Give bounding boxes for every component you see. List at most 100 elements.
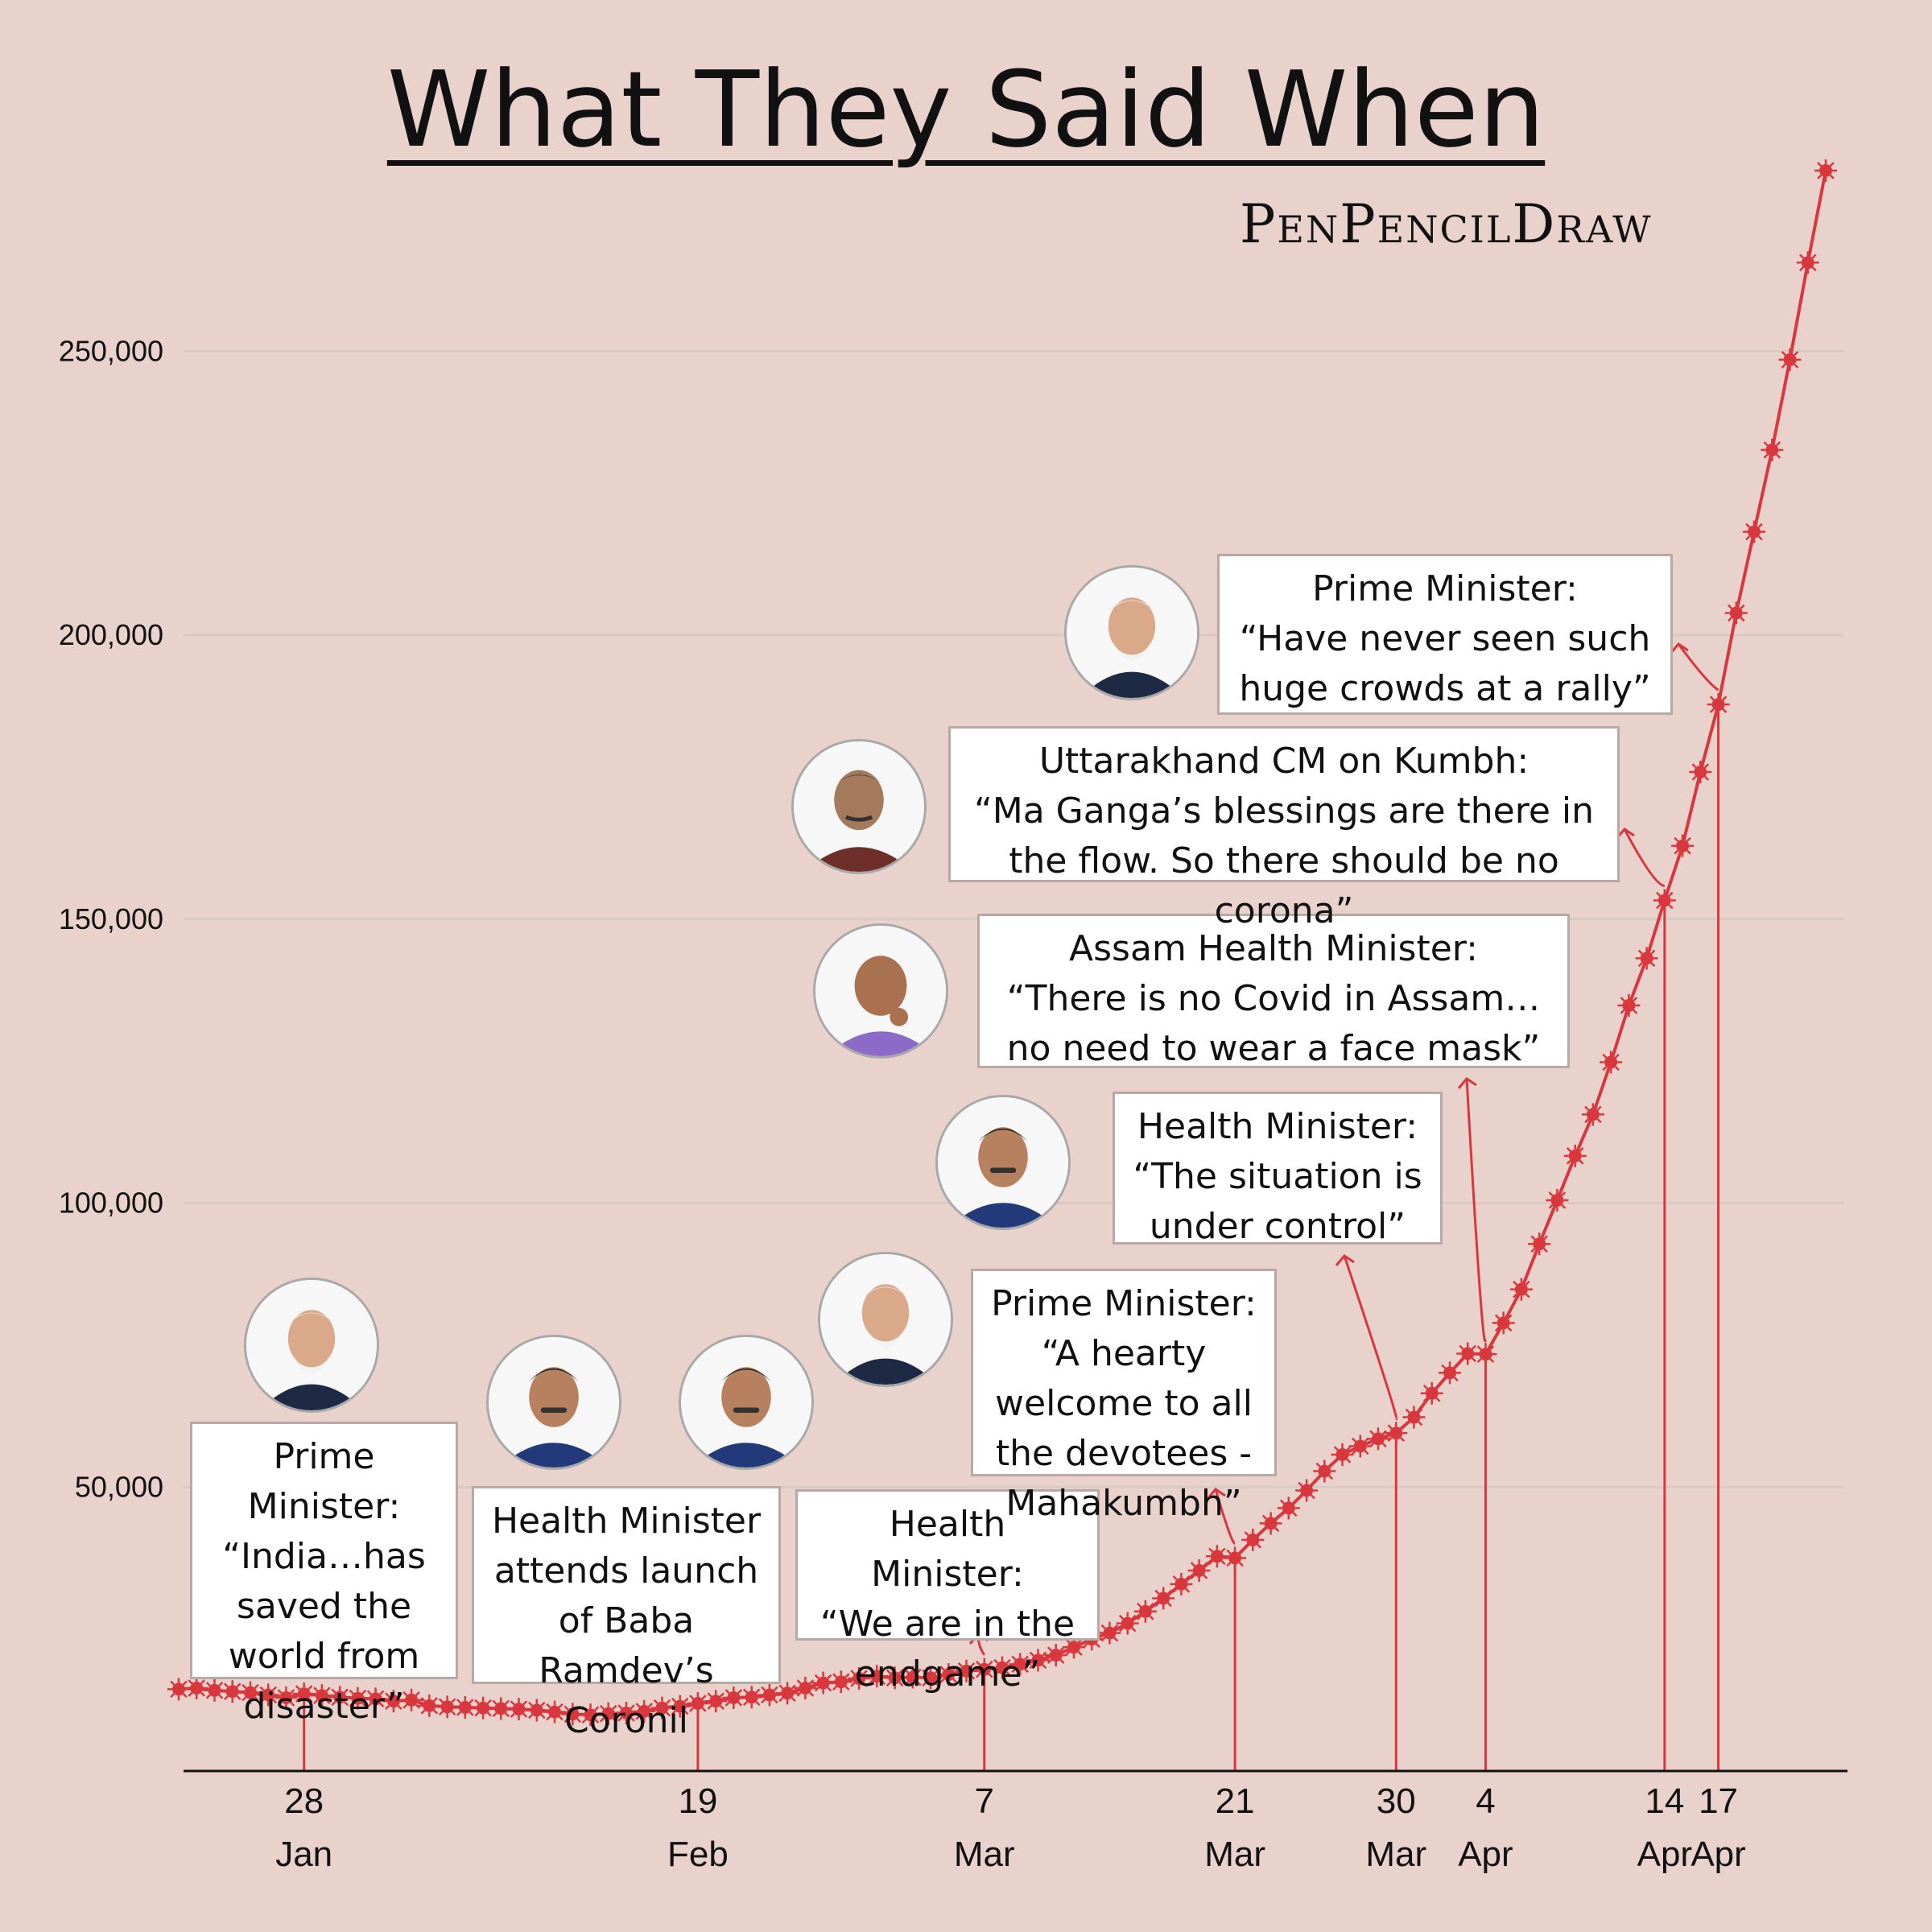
data-point [292, 1682, 316, 1706]
virus-marker-spike [1185, 1575, 1191, 1581]
quote-speaker: Assam Health Minister: [1069, 928, 1478, 969]
virus-marker-spike [546, 1703, 551, 1708]
virus-marker-spike [1530, 1248, 1536, 1253]
virus-marker-spike [922, 1682, 927, 1687]
virus-marker-spike [1637, 949, 1643, 955]
virus-marker-spike [1042, 1664, 1047, 1670]
x-tick-day: 21 [1216, 1781, 1255, 1821]
virus-marker-spike [397, 1692, 402, 1698]
virus-marker-spike [205, 1682, 211, 1687]
virus-marker-spike [796, 1679, 802, 1685]
data-point [1170, 1572, 1193, 1596]
virus-marker-body [1568, 1149, 1582, 1162]
virus-marker-spike [361, 1689, 367, 1695]
virus-marker-spike [182, 1680, 188, 1686]
virus-marker-spike [1190, 1562, 1195, 1567]
virus-marker-spike [420, 1697, 426, 1703]
virus-marker-spike [581, 1706, 587, 1711]
virus-marker-spike [469, 1711, 474, 1716]
virus-marker-spike [277, 1689, 283, 1695]
virus-marker-spike [295, 1697, 300, 1703]
virus-marker-spike [308, 1685, 313, 1690]
virus-marker-body [1264, 1517, 1278, 1530]
data-points [167, 159, 1837, 1727]
virus-marker-spike [1095, 1643, 1100, 1649]
virus-marker-spike [182, 1693, 188, 1699]
virus-marker-spike [1185, 1587, 1191, 1593]
virus-marker-spike [1137, 1603, 1142, 1608]
virus-marker-spike [881, 1679, 886, 1685]
virus-marker-spike [862, 1682, 868, 1687]
virus-marker-spike [755, 1688, 761, 1694]
virus-marker-spike [1220, 1547, 1226, 1553]
virus-marker-body [190, 1682, 204, 1695]
data-point [1331, 1443, 1354, 1466]
virus-marker-spike [1471, 1344, 1476, 1350]
virus-marker-spike [1154, 1602, 1160, 1608]
virus-marker-spike [1763, 441, 1769, 447]
virus-marker-spike [1584, 1118, 1590, 1124]
virus-marker-body [548, 1705, 561, 1719]
virus-marker-spike [1172, 1575, 1178, 1581]
data-point [275, 1686, 298, 1709]
virus-marker-spike [402, 1691, 408, 1697]
virus-marker-spike [343, 1688, 349, 1694]
virus-marker-spike [844, 1685, 850, 1690]
virus-marker-spike [617, 1716, 623, 1722]
virus-marker-spike [719, 1692, 724, 1698]
virus-marker-spike [1584, 1105, 1590, 1111]
virus-marker-spike [361, 1702, 367, 1707]
virus-marker-spike [1728, 617, 1733, 622]
data-point [1563, 1144, 1587, 1167]
virus-marker-spike [916, 1668, 922, 1674]
data-point [1724, 601, 1748, 625]
virus-marker-body [888, 1671, 902, 1685]
virus-marker-spike [379, 1703, 385, 1708]
annotation-arrow [1214, 1488, 1236, 1545]
virus-marker-body [1729, 606, 1743, 620]
data-point [1402, 1406, 1426, 1429]
virus-marker-spike [1656, 904, 1662, 910]
virus-marker-body [1676, 839, 1690, 852]
virus-marker-body [1103, 1626, 1117, 1640]
data-point [1474, 1343, 1497, 1366]
virus-marker-body [208, 1683, 221, 1697]
annotation-arrowhead [1669, 642, 1689, 654]
virus-marker-spike [236, 1695, 242, 1700]
virus-marker-spike [778, 1684, 784, 1690]
data-point [1439, 1361, 1461, 1385]
virus-marker-spike [1453, 1364, 1459, 1369]
virus-marker-spike [1244, 1543, 1249, 1549]
virus-marker-spike [385, 1692, 390, 1698]
virus-marker-spike [540, 1714, 546, 1719]
virus-marker-spike [868, 1679, 873, 1685]
virus-marker-spike [205, 1694, 211, 1699]
virus-marker-body [369, 1692, 382, 1706]
virus-marker-spike [397, 1704, 402, 1710]
virus-marker-spike [385, 1704, 390, 1710]
virus-marker-spike [349, 1689, 354, 1695]
virus-marker-body [1031, 1653, 1045, 1667]
virus-marker-spike [1633, 997, 1638, 1002]
virus-marker-spike [1137, 1615, 1142, 1620]
virus-marker-spike [737, 1689, 743, 1695]
virus-marker-body [386, 1695, 400, 1708]
quote-text: “Ma Ganga’s blessings are there in the f… [973, 791, 1595, 931]
virus-marker-spike [737, 1701, 743, 1707]
annotation-arrow [1465, 1078, 1487, 1343]
virus-marker-spike [242, 1683, 247, 1689]
data-point [668, 1695, 691, 1718]
data-point [507, 1698, 530, 1721]
x-tick-day: 28 [284, 1781, 324, 1821]
virus-marker-spike [1310, 1481, 1315, 1487]
virus-marker-spike [635, 1715, 641, 1720]
virus-marker-spike [576, 1718, 582, 1724]
virus-marker-spike [188, 1679, 193, 1685]
quote-speaker: Prime Minister: [247, 1436, 401, 1527]
virus-marker-spike [1042, 1651, 1047, 1657]
virus-marker-spike [1346, 1458, 1352, 1463]
virus-marker-spike [1118, 1627, 1124, 1633]
virus-marker-spike [1489, 1345, 1495, 1351]
virus-marker-spike [957, 1662, 963, 1668]
